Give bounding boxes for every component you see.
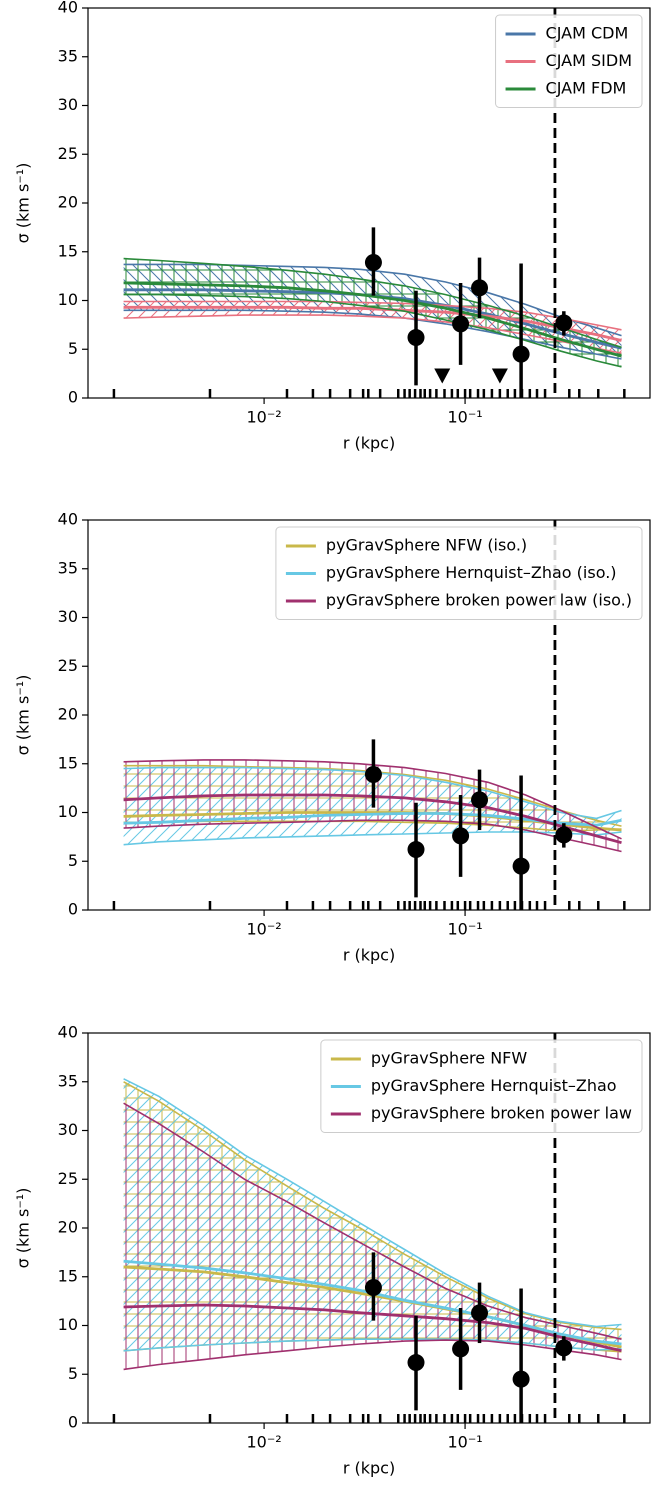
legend-label: pyGravSphere NFW (iso.) xyxy=(326,536,527,555)
band-lower xyxy=(123,1338,622,1352)
data-point xyxy=(555,826,573,844)
x-tick-label: 10⁻² xyxy=(246,1433,281,1452)
axes-frame xyxy=(87,519,651,911)
data-point xyxy=(555,1339,573,1357)
x-tick-label: 10⁻¹ xyxy=(447,1433,482,1452)
band xyxy=(123,1103,622,1370)
legend-label: CJAM SIDM xyxy=(546,51,632,70)
y-tick-label: 40 xyxy=(58,510,78,529)
y-tick-label: 15 xyxy=(58,1266,78,1285)
y-axis-label: σ (km s⁻¹) xyxy=(14,675,33,756)
panel: 0 5 10 15 20 25 30 35 40 10⁻² 10⁻¹ r (kpc) σ (km s⁻¹… xyxy=(14,1023,651,1478)
x-tick-label: 10⁻¹ xyxy=(447,408,482,427)
axes-frame xyxy=(87,7,651,399)
legend-box xyxy=(495,14,643,108)
legend: CJAM CDM CJAM SIDM CJAM FDM xyxy=(495,14,643,108)
median-line xyxy=(123,281,622,358)
y-tick-label: 25 xyxy=(58,656,78,675)
data-point xyxy=(512,1370,530,1388)
y-tick-label: 20 xyxy=(58,1218,78,1237)
data-point xyxy=(555,314,573,332)
y-tick-label: 30 xyxy=(58,95,78,114)
y-tick-label: 0 xyxy=(68,900,78,919)
y-tick-label: 15 xyxy=(58,241,78,260)
y-tick-label: 30 xyxy=(58,607,78,626)
y-tick-label: 25 xyxy=(58,144,78,163)
y-tick-label: 10 xyxy=(58,802,78,821)
data-point xyxy=(452,1340,470,1358)
x-axis-label: r (kpc) xyxy=(343,434,395,453)
y-axis-label: σ (km s⁻¹) xyxy=(14,1188,33,1269)
data-point xyxy=(364,253,382,271)
y-tick-label: 40 xyxy=(58,1023,78,1042)
y-tick-label: 30 xyxy=(58,1120,78,1139)
legend-label: pyGravSphere NFW xyxy=(371,1049,528,1068)
y-tick-label: 35 xyxy=(58,46,78,65)
legend-box xyxy=(275,526,643,620)
legend-label: CJAM FDM xyxy=(546,79,627,98)
y-tick-label: 0 xyxy=(68,1413,78,1432)
legend-label: pyGravSphere broken power law (iso.) xyxy=(326,591,632,610)
legend-label: pyGravSphere broken power law xyxy=(371,1104,632,1123)
y-tick-label: 20 xyxy=(58,705,78,724)
legend: pyGravSphere NFW (iso.) pyGravSphere Hern… xyxy=(275,526,643,620)
data-point xyxy=(471,279,489,297)
y-tick-label: 5 xyxy=(68,339,78,358)
data-point xyxy=(364,1278,382,1296)
panel: 0 5 10 15 20 25 30 35 40 10⁻² 10⁻¹ r (kpc) σ (km s⁻¹… xyxy=(14,510,651,965)
y-tick-label: 35 xyxy=(58,1071,78,1090)
legend-label: CJAM CDM xyxy=(546,24,629,43)
data-point xyxy=(452,315,470,333)
x-axis-label: r (kpc) xyxy=(343,1459,395,1478)
x-axis-label: r (kpc) xyxy=(343,946,395,965)
y-axis-label: σ (km s⁻¹) xyxy=(14,163,33,244)
band-lower xyxy=(123,293,622,368)
x-tick-label: 10⁻² xyxy=(246,920,281,939)
data-point xyxy=(407,1354,425,1372)
panel: 0 5 10 15 20 25 30 35 40 10⁻² 10⁻¹ r (kpc) σ (km s⁻¹… xyxy=(14,0,651,453)
y-tick-label: 0 xyxy=(68,388,78,407)
legend: pyGravSphere NFW pyGravSphere Hernquist–Z… xyxy=(320,1039,643,1133)
axes-frame xyxy=(87,1032,651,1424)
y-tick-label: 40 xyxy=(58,0,78,17)
x-tick-label: 10⁻² xyxy=(246,408,281,427)
data-point xyxy=(512,857,530,875)
y-tick-label: 5 xyxy=(68,1364,78,1383)
data-point xyxy=(512,345,530,363)
data-point xyxy=(407,329,425,347)
data-point xyxy=(471,791,489,809)
y-tick-label: 10 xyxy=(58,1315,78,1334)
upper-limit xyxy=(491,368,508,384)
y-tick-label: 10 xyxy=(58,290,78,309)
data-point xyxy=(471,1304,489,1322)
data-point xyxy=(452,827,470,845)
y-tick-label: 25 xyxy=(58,1169,78,1188)
x-tick-label: 10⁻¹ xyxy=(447,920,482,939)
y-tick-label: 35 xyxy=(58,558,78,577)
y-tick-label: 5 xyxy=(68,851,78,870)
band-lower xyxy=(123,831,622,846)
legend-box xyxy=(320,1039,643,1133)
y-tick-label: 15 xyxy=(58,753,78,772)
legend-label: pyGravSphere Hernquist–Zhao xyxy=(371,1076,617,1095)
upper-limit xyxy=(434,368,451,384)
legend-label: pyGravSphere Hernquist–Zhao (iso.) xyxy=(326,563,617,582)
data-point xyxy=(364,765,382,783)
y-tick-label: 20 xyxy=(58,193,78,212)
data-point xyxy=(407,841,425,859)
median-line xyxy=(123,1259,622,1346)
